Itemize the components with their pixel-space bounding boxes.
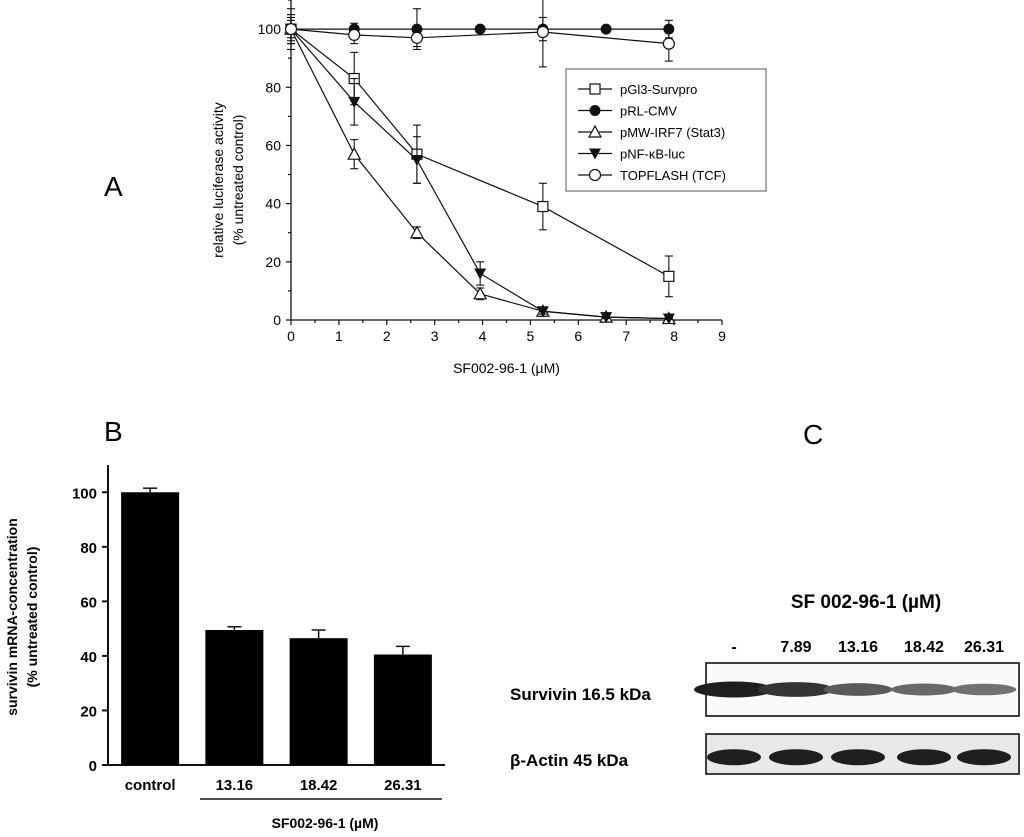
chart-a-point (348, 96, 361, 108)
blot-lane-label: 26.31 (964, 639, 1004, 656)
chart-a-legend-marker (589, 83, 601, 95)
chart-a-point (410, 155, 423, 166)
chart-a-y-tick-label: 100 (258, 21, 282, 37)
chart-a-y-tick-label: 60 (265, 137, 281, 153)
chart-b-bar (121, 492, 180, 765)
chart-a-legend-marker (589, 148, 601, 160)
chart-a-point (474, 268, 487, 280)
blot-row-label: β-Actin 45 kDa (510, 751, 629, 770)
chart-a-legend: pGl3-Survpro pRL-CMV pMW-IRF7 (Stat3) pNF-κ… (565, 68, 767, 192)
chart-a-x-tick-label: 7 (622, 328, 630, 344)
chart-b-category-label: control (125, 777, 176, 794)
blot-lane-label: 18.42 (904, 639, 944, 656)
blot-title: SF 002-96-1 (µM) (791, 592, 941, 613)
chart-a-y-label-line2: (% untreated control) (230, 115, 246, 246)
chart-b-y-tick-label: 40 (80, 649, 97, 666)
chart-a-y-tick-label: 20 (265, 254, 281, 270)
chart-a-x-tick-label: 1 (335, 328, 343, 344)
blot-band (758, 682, 834, 697)
chart-a-point (537, 200, 549, 213)
chart-a-y-label-line1: relative luciferase activity (210, 102, 226, 258)
blot-lane-label: 13.16 (838, 639, 878, 656)
western-blot: SF 002-96-1 (µM) - 7.89 13.16 18.42 26.31 Su… (510, 592, 1020, 775)
blot-band (694, 681, 774, 698)
panel-label-c: C (803, 419, 823, 450)
panel-label-a: A (104, 171, 123, 202)
chart-a-point (474, 23, 486, 35)
chart-b-x-label: SF002-96-1 (µM) (272, 815, 379, 831)
chart-a-legend-label: pRL-CMV (620, 104, 677, 119)
blot-band (831, 749, 885, 766)
chart-a-point (409, 225, 424, 239)
chart-b-bar (373, 654, 432, 765)
chart-a-point (348, 28, 361, 42)
chart-a-x-tick-label: 5 (527, 328, 535, 344)
chart-b-y-tick-label: 80 (80, 540, 97, 557)
chart-a-point (536, 306, 549, 318)
chart-a-x-tick-label: 4 (479, 328, 487, 344)
blot-lane-label: - (731, 639, 736, 656)
chart-a-x-tick-label: 0 (287, 328, 295, 344)
blot-band (707, 749, 761, 766)
chart-b-bar (289, 638, 348, 765)
chart-a-x-label: SF002-96-1 (µM) (453, 360, 560, 376)
chart-a-x-tick-label: 2 (383, 328, 391, 344)
chart-a-y-tick-label: 80 (265, 79, 281, 95)
chart-a-x-tick-label: 6 (574, 328, 582, 344)
chart-b-y-tick-label: 0 (89, 758, 97, 775)
chart-a-point (662, 313, 675, 325)
chart-a-point (473, 286, 488, 300)
chart-a-point (284, 22, 298, 36)
chart-a-legend-label: pMW-IRF7 (Stat3) (620, 125, 725, 140)
chart-b: 0 20 40 60 80 100 control 13.16 18.42 26.31 SF00… (4, 465, 445, 831)
chart-a-point (410, 31, 424, 44)
chart-b-y-label-line1: survivin mRNA-concentration (4, 518, 20, 716)
chart-a-legend-marker (588, 168, 602, 182)
chart-b-bar (205, 630, 264, 765)
blot-band (769, 749, 823, 766)
chart-a-legend-marker (587, 124, 603, 138)
chart-a: 0 1 2 3 4 5 6 7 8 9 0 20 40 60 80 100 SF002-96-1 (µM) r… (210, 0, 767, 376)
chart-a-legend-label: pGl3-Survpro (620, 82, 697, 97)
blot-band (823, 683, 893, 696)
chart-a-y-tick-label: 40 (265, 196, 281, 212)
chart-a-point (663, 270, 675, 282)
chart-a-x-tick-label: 9 (718, 328, 726, 344)
chart-b-y-tick-label: 20 (80, 703, 97, 720)
chart-a-x-tick-label: 8 (670, 328, 678, 344)
blot-band (957, 749, 1011, 766)
blot-band (897, 749, 951, 766)
chart-a-y-tick-label: 0 (273, 312, 281, 328)
chart-a-x-tick-label: 3 (431, 328, 439, 344)
chart-b-category-label: 18.42 (300, 777, 338, 794)
chart-a-legend-marker (589, 105, 601, 116)
blot-band (891, 683, 957, 696)
panel-label-b: B (104, 416, 123, 447)
chart-a-point (536, 25, 549, 39)
chart-a-point (600, 23, 612, 35)
chart-a-point (347, 146, 362, 160)
chart-a-point (662, 37, 675, 50)
blot-band (951, 683, 1017, 696)
chart-b-y-tick-label: 100 (72, 485, 97, 502)
blot-lane-label: 7.89 (780, 639, 811, 656)
chart-b-y-label-line2: (% untreated control) (24, 547, 40, 688)
chart-b-category-label: 26.31 (384, 777, 422, 794)
chart-a-legend-label: TOPFLASH (TCF) (620, 168, 726, 183)
chart-a-point (600, 312, 613, 324)
chart-a-legend-label: pNF-κB-luc (620, 147, 686, 162)
chart-b-category-label: 13.16 (216, 777, 254, 794)
blot-row-label: Survivin 16.5 kDa (510, 685, 651, 704)
chart-b-y-tick-label: 60 (80, 594, 97, 611)
